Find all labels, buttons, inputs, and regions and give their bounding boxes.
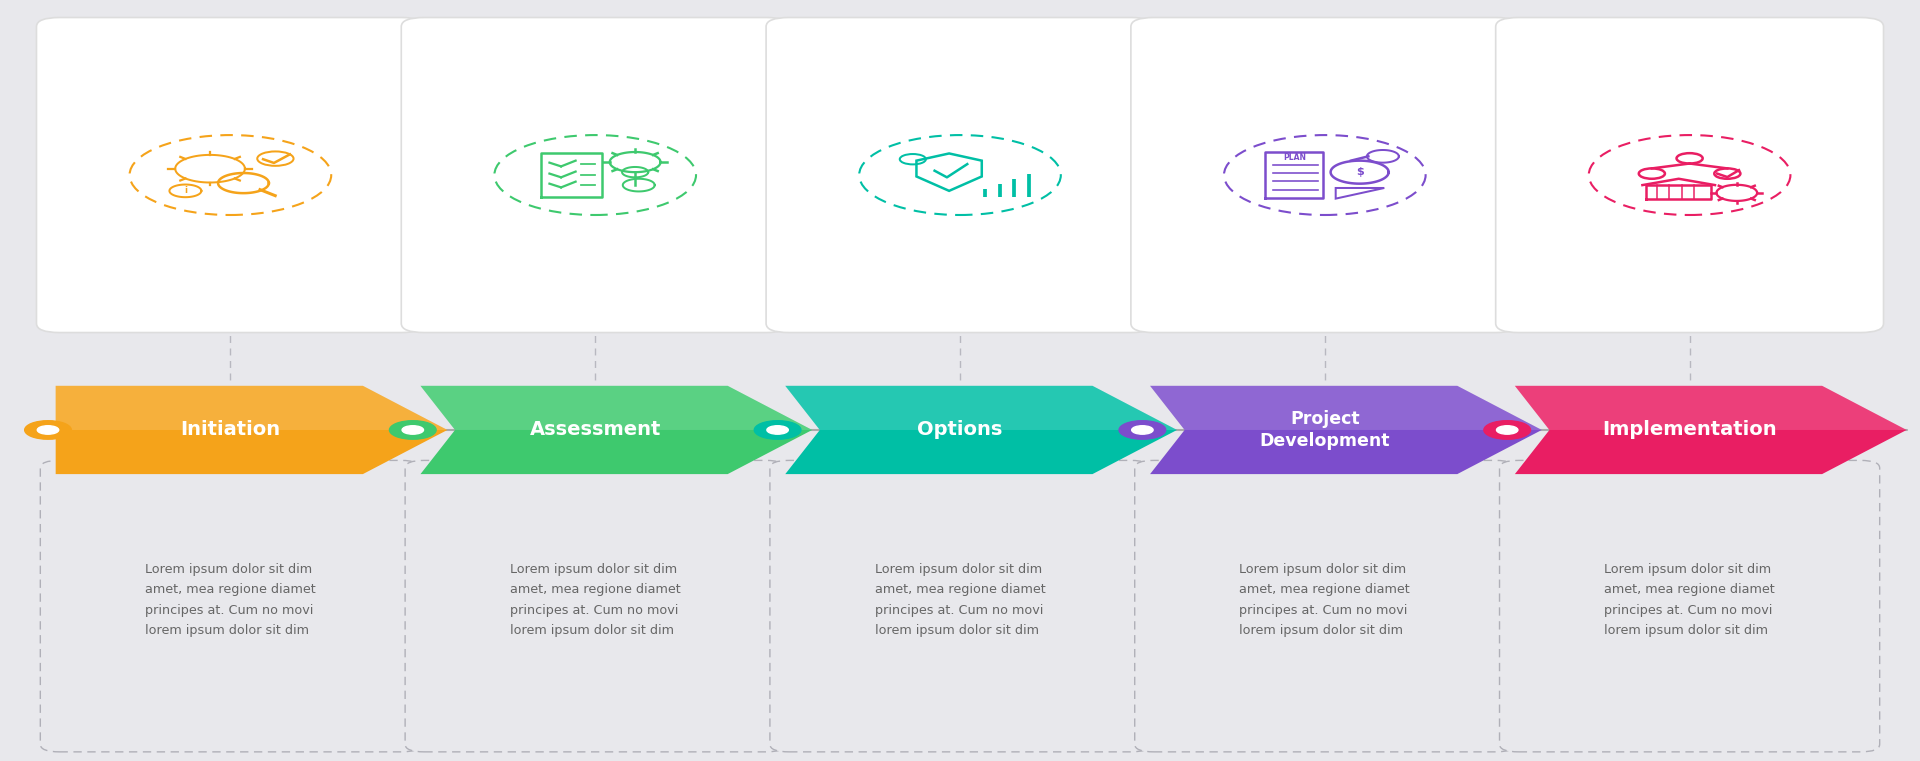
Polygon shape xyxy=(420,386,812,430)
Circle shape xyxy=(390,421,436,439)
Circle shape xyxy=(1484,421,1530,439)
Text: Initiation: Initiation xyxy=(180,421,280,439)
FancyBboxPatch shape xyxy=(40,460,420,752)
Polygon shape xyxy=(1150,386,1542,474)
Text: Assessment: Assessment xyxy=(530,421,660,439)
FancyBboxPatch shape xyxy=(770,460,1150,752)
Text: Project
Development: Project Development xyxy=(1260,410,1390,450)
Text: Lorem ipsum dolor sit dim
amet, mea regione diamet
principes at. Cum no movi
lor: Lorem ipsum dolor sit dim amet, mea regi… xyxy=(876,563,1044,637)
Circle shape xyxy=(25,421,71,439)
Text: Implementation: Implementation xyxy=(1603,421,1776,439)
Polygon shape xyxy=(785,386,1177,430)
Circle shape xyxy=(401,425,424,435)
Polygon shape xyxy=(1515,386,1907,430)
Polygon shape xyxy=(785,386,1177,474)
Text: PLAN: PLAN xyxy=(1283,153,1306,161)
Polygon shape xyxy=(56,386,447,474)
Text: Options: Options xyxy=(918,421,1002,439)
Polygon shape xyxy=(1515,386,1907,474)
Text: $: $ xyxy=(1356,167,1363,177)
FancyBboxPatch shape xyxy=(1135,460,1515,752)
Text: Lorem ipsum dolor sit dim
amet, mea regione diamet
principes at. Cum no movi
lor: Lorem ipsum dolor sit dim amet, mea regi… xyxy=(146,563,315,637)
Circle shape xyxy=(36,425,60,435)
Polygon shape xyxy=(420,386,812,474)
FancyBboxPatch shape xyxy=(401,18,789,333)
Text: Lorem ipsum dolor sit dim
amet, mea regione diamet
principes at. Cum no movi
lor: Lorem ipsum dolor sit dim amet, mea regi… xyxy=(511,563,680,637)
Text: Lorem ipsum dolor sit dim
amet, mea regione diamet
principes at. Cum no movi
lor: Lorem ipsum dolor sit dim amet, mea regi… xyxy=(1605,563,1774,637)
FancyBboxPatch shape xyxy=(1496,18,1884,333)
Circle shape xyxy=(766,425,789,435)
FancyBboxPatch shape xyxy=(1131,18,1519,333)
Text: i: i xyxy=(184,186,186,196)
FancyBboxPatch shape xyxy=(766,18,1154,333)
FancyBboxPatch shape xyxy=(36,18,424,333)
Circle shape xyxy=(755,421,801,439)
Text: Lorem ipsum dolor sit dim
amet, mea regione diamet
principes at. Cum no movi
lor: Lorem ipsum dolor sit dim amet, mea regi… xyxy=(1240,563,1409,637)
Polygon shape xyxy=(1150,386,1542,430)
Polygon shape xyxy=(56,386,447,430)
Circle shape xyxy=(1131,425,1154,435)
Circle shape xyxy=(1496,425,1519,435)
FancyBboxPatch shape xyxy=(1500,460,1880,752)
FancyBboxPatch shape xyxy=(405,460,785,752)
Circle shape xyxy=(1119,421,1165,439)
